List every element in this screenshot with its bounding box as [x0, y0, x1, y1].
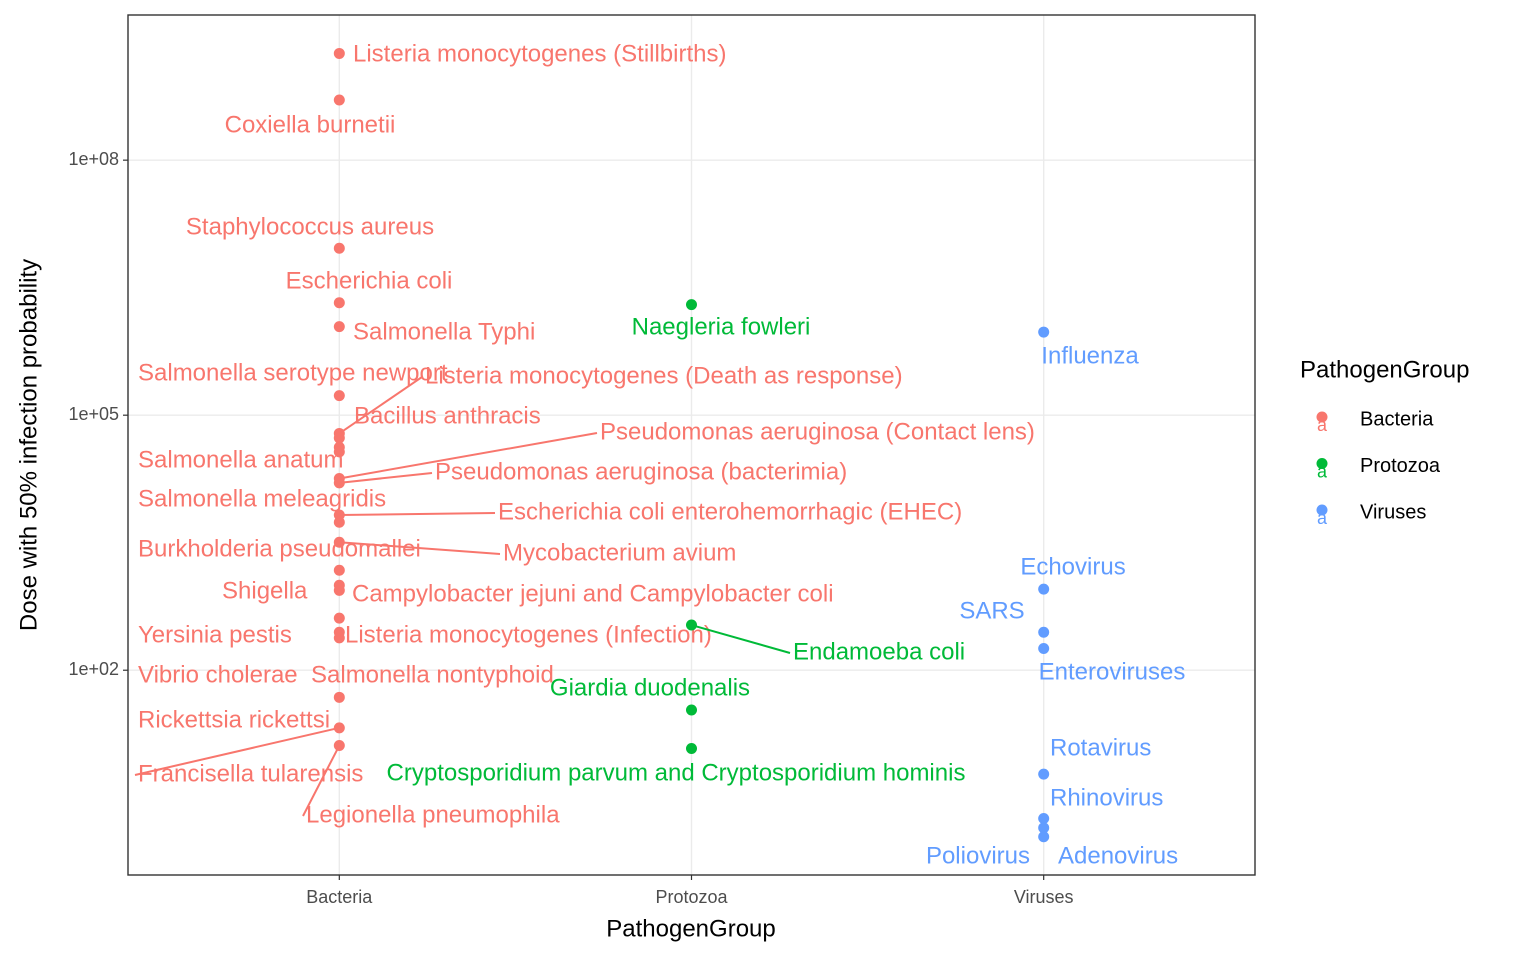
- point: [333, 242, 345, 254]
- legend-label: Viruses: [1360, 501, 1426, 523]
- point: [333, 516, 345, 528]
- point-label: Salmonella Typhi: [353, 318, 535, 345]
- point-label: Escherichia coli: [286, 267, 453, 294]
- point: [1038, 831, 1050, 843]
- point-label: Enteroviruses: [1039, 658, 1186, 685]
- point: [333, 47, 345, 59]
- point-label: Listeria monocytogenes (Infection): [345, 621, 712, 648]
- label-segment: [134, 726, 340, 776]
- point: [1038, 583, 1050, 595]
- point: [1038, 643, 1050, 655]
- point: [686, 299, 697, 311]
- point-label: Listeria monocytogenes (Stillbirths): [353, 40, 727, 67]
- point-label: Francisella tularensis: [138, 760, 363, 787]
- point-label: Vibrio cholerae: [138, 661, 298, 688]
- point-label: Staphylococcus aureus: [186, 213, 434, 240]
- point: [686, 742, 697, 754]
- point-label: Naegleria fowleri: [632, 313, 811, 340]
- point: [333, 432, 345, 444]
- point: [1038, 822, 1050, 834]
- label-segment: [339, 541, 501, 555]
- point-label: Salmonella anatum: [138, 446, 343, 473]
- series: Listeria monocytogenes (Stillbirths) Coxi…: [134, 40, 1035, 828]
- legend-marker: [1316, 504, 1328, 516]
- point-label: Poliovirus: [926, 842, 1030, 869]
- x-axis-title: PathogenGroup: [606, 915, 775, 942]
- point: [333, 612, 345, 624]
- point-label: Legionella pneumophila: [306, 801, 560, 828]
- point-label: Yersinia pestis: [138, 621, 292, 648]
- point: [333, 632, 345, 644]
- point-label: Salmonella meleagridis: [138, 485, 386, 512]
- point: [333, 740, 345, 752]
- legend-marker: [1316, 411, 1328, 423]
- point-label: Salmonella serotype newport: [138, 359, 448, 386]
- point: [333, 297, 345, 309]
- point: [333, 321, 345, 333]
- legend-marker: [1316, 458, 1328, 469]
- point-label: Rhinovirus: [1050, 784, 1163, 811]
- legend-label: Bacteria: [1360, 408, 1434, 430]
- point: [333, 722, 345, 734]
- y-tick-label: 1e+02: [68, 659, 119, 679]
- point: [1038, 813, 1050, 825]
- panel-border: [127, 14, 1256, 876]
- point: [333, 536, 345, 548]
- y-tick-label: 1e+08: [68, 149, 119, 169]
- legend-key-glyph: a: [1317, 461, 1328, 481]
- point: [333, 477, 345, 489]
- point-label: SARS: [959, 597, 1024, 624]
- label-segment: [339, 472, 433, 484]
- point-label: Pseudomonas aeruginosa (bacterimia): [435, 458, 847, 485]
- point: [1038, 326, 1050, 338]
- point-label: Listeria monocytogenes (Death as respons…: [425, 362, 903, 389]
- legend-key-glyph: a: [1317, 508, 1328, 528]
- point-label: Salmonella nontyphoid: [311, 661, 554, 688]
- point-label: Bacillus anthracis: [354, 402, 541, 429]
- legend-key-glyph: a: [1317, 415, 1328, 435]
- point-label: Campylobacter jejuni and Campylobacter c…: [352, 580, 834, 607]
- point-label: Shigella: [222, 577, 308, 604]
- point-label: Influenza: [1041, 342, 1139, 369]
- point-label: Giardia duodenalis: [550, 674, 750, 701]
- series: Naegleria fowleri Endamoeba coli Giardia d…: [387, 299, 966, 786]
- point: [333, 564, 345, 576]
- x-tick-label: Bacteria: [306, 887, 373, 907]
- label-segment: [691, 624, 791, 654]
- point: [686, 704, 697, 716]
- point-label: Echovirus: [1020, 553, 1125, 580]
- point: [1038, 626, 1050, 638]
- x-tick-label: Viruses: [1014, 887, 1074, 907]
- y-axis-title: Dose with 50% infection probability: [15, 259, 42, 631]
- y-tick-label: 1e+05: [68, 404, 119, 424]
- series: Influenza Echovirus SARS Enteroviruses Rotav…: [926, 326, 1186, 869]
- label-segment: [339, 512, 496, 516]
- label-segment: [338, 376, 423, 435]
- point: [1038, 768, 1050, 780]
- point: [333, 691, 345, 703]
- point-label: Adenovirus: [1058, 842, 1178, 869]
- point-label: Cryptosporidium parvum and Cryptosporidi…: [387, 759, 966, 786]
- label-segment: [339, 432, 598, 480]
- point-label: Escherichia coli enterohemorrhagic (EHEC…: [498, 498, 962, 525]
- point: [333, 446, 345, 458]
- label-segment: [302, 745, 341, 817]
- point-label: Endamoeba coli: [793, 638, 965, 665]
- point-label: Rotavirus: [1050, 734, 1151, 761]
- point-label: Coxiella burnetii: [225, 111, 396, 138]
- x-tick-label: Protozoa: [655, 887, 728, 907]
- legend-title: PathogenGroup: [1300, 356, 1469, 383]
- point: [686, 619, 697, 631]
- point-label: Pseudomonas aeruginosa (Contact lens): [600, 418, 1035, 445]
- point: [333, 584, 345, 596]
- legend-label: Protozoa: [1360, 455, 1441, 477]
- point: [333, 390, 345, 402]
- point-label: Burkholderia pseudomallei: [138, 535, 421, 562]
- point-label: Mycobacterium avium: [503, 539, 736, 566]
- point: [333, 94, 345, 106]
- point-label: Rickettsia rickettsi: [138, 706, 330, 733]
